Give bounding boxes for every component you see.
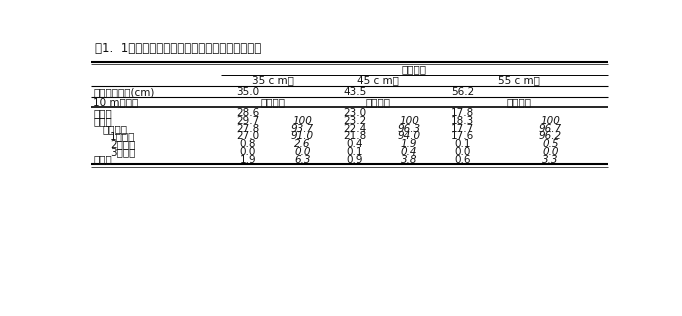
Text: 96.7: 96.7: [539, 124, 562, 134]
Text: 18.3: 18.3: [451, 116, 474, 126]
Text: 2.6: 2.6: [294, 139, 310, 149]
Text: 全株数: 全株数: [93, 116, 112, 126]
Text: 23.0: 23.0: [344, 108, 366, 118]
Text: 35.0: 35.0: [237, 87, 260, 97]
Text: 17.6: 17.6: [451, 131, 474, 142]
Text: 0.1: 0.1: [346, 147, 364, 157]
Text: 0.6: 0.6: [454, 155, 471, 165]
Text: 1.9: 1.9: [239, 155, 256, 165]
Text: 10 m当たり: 10 m当たり: [93, 97, 138, 107]
Text: 1.9: 1.9: [401, 139, 417, 149]
Text: 0.4: 0.4: [346, 139, 364, 149]
Text: 96.3: 96.3: [398, 124, 421, 134]
Text: 平均発芽間隔(cm): 平均発芽間隔(cm): [93, 87, 154, 97]
Text: 0.0: 0.0: [240, 147, 256, 157]
Text: 91.0: 91.0: [291, 131, 314, 142]
Text: 27.0: 27.0: [237, 131, 260, 142]
Text: 21.8: 21.8: [343, 131, 367, 142]
Text: 発芽数: 発芽数: [93, 108, 112, 118]
Text: 27.8: 27.8: [237, 124, 260, 134]
Text: 93.7: 93.7: [291, 124, 314, 134]
Text: 1粒株数: 1粒株数: [110, 131, 136, 142]
Text: 2粒株数: 2粒株数: [110, 139, 136, 149]
Text: 0.4: 0.4: [401, 147, 417, 157]
Text: 0.8: 0.8: [240, 139, 256, 149]
Text: 100: 100: [540, 116, 560, 126]
Text: 55 c m区: 55 c m区: [498, 75, 539, 85]
Text: 100: 100: [293, 116, 312, 126]
Text: 17.7: 17.7: [451, 124, 474, 134]
Text: （比率）: （比率）: [366, 97, 390, 107]
Text: （比率）: （比率）: [261, 97, 286, 107]
Text: 94.0: 94.0: [398, 131, 421, 142]
Text: 17.8: 17.8: [451, 108, 474, 118]
Text: 43.5: 43.5: [343, 87, 367, 97]
Text: 0.0: 0.0: [294, 147, 310, 157]
Text: 設定株間: 設定株間: [402, 64, 427, 75]
Text: 96.2: 96.2: [539, 131, 562, 142]
Text: 0.9: 0.9: [346, 155, 364, 165]
Text: （比率）: （比率）: [506, 97, 531, 107]
Text: 3.8: 3.8: [401, 155, 417, 165]
Text: 0.1: 0.1: [454, 139, 471, 149]
Text: 6.3: 6.3: [294, 155, 310, 165]
Text: 表1.  1粒点播の株間処理別の株立ち形態及び株間: 表1. 1粒点播の株間処理別の株立ち形態及び株間: [95, 42, 261, 55]
Text: 0.0: 0.0: [542, 147, 559, 157]
Text: 29.7: 29.7: [237, 116, 260, 126]
Text: 欠株数: 欠株数: [93, 155, 112, 165]
Text: 発芽株数: 発芽株数: [102, 124, 128, 134]
Text: 0.0: 0.0: [454, 147, 471, 157]
Text: 22.4: 22.4: [343, 124, 367, 134]
Text: 0.5: 0.5: [542, 139, 559, 149]
Text: 56.2: 56.2: [451, 87, 474, 97]
Text: 3.3: 3.3: [542, 155, 559, 165]
Text: 3粒株数: 3粒株数: [110, 147, 136, 157]
Text: 100: 100: [399, 116, 419, 126]
Text: 45 c m区: 45 c m区: [357, 75, 399, 85]
Text: 23.2: 23.2: [343, 116, 367, 126]
Text: 35 c m区: 35 c m区: [252, 75, 294, 85]
Text: 28.6: 28.6: [237, 108, 260, 118]
